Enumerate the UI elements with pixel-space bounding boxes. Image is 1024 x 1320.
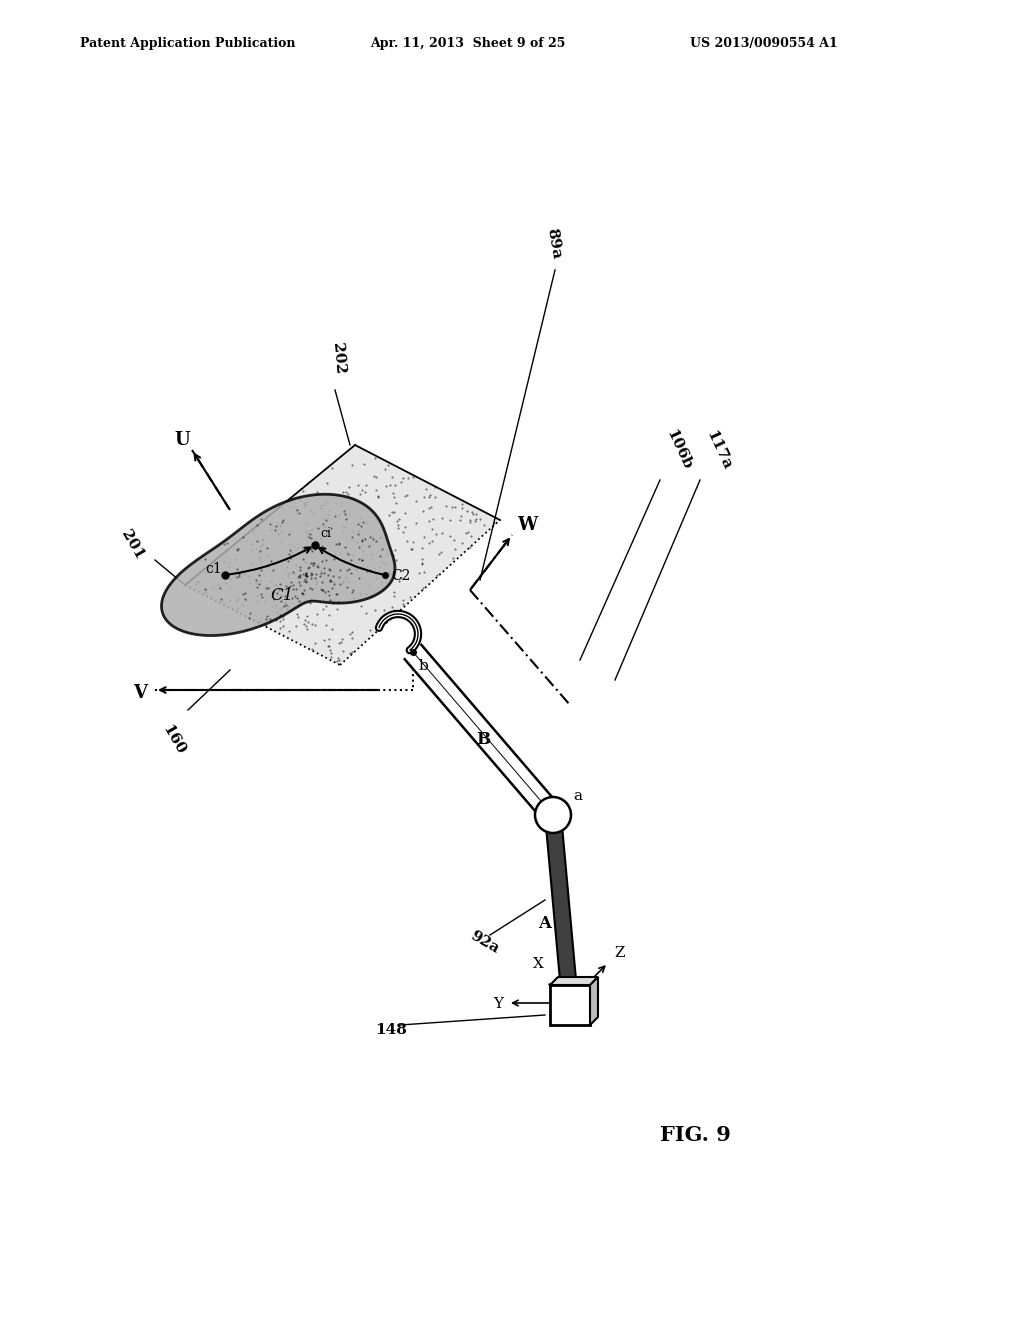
Text: C2: C2 [391, 569, 411, 583]
Text: 202: 202 [330, 342, 347, 375]
Text: W: W [517, 516, 538, 535]
Text: b: b [419, 659, 429, 673]
Text: B: B [476, 731, 490, 748]
Text: Apr. 11, 2013  Sheet 9 of 25: Apr. 11, 2013 Sheet 9 of 25 [370, 37, 565, 50]
Circle shape [535, 797, 571, 833]
Text: 92a: 92a [468, 928, 502, 956]
Text: US 2013/0090554 A1: US 2013/0090554 A1 [690, 37, 838, 50]
Text: 89a: 89a [545, 227, 563, 260]
Text: 148: 148 [375, 1023, 407, 1038]
Text: Z: Z [614, 946, 625, 960]
Text: 201: 201 [118, 528, 146, 562]
Text: 117a: 117a [703, 428, 733, 473]
Bar [550, 985, 590, 1026]
Text: Y: Y [493, 997, 503, 1011]
Text: 106b: 106b [663, 428, 693, 473]
Text: V: V [133, 684, 147, 702]
Text: FIG. 9: FIG. 9 [660, 1125, 731, 1144]
Text: ci: ci [319, 527, 331, 540]
Text: C1: C1 [270, 587, 293, 605]
Polygon shape [550, 977, 598, 985]
Text: 160: 160 [160, 722, 188, 756]
Text: X: X [534, 957, 544, 972]
Text: c1: c1 [205, 562, 222, 576]
Polygon shape [185, 445, 500, 665]
Text: A: A [538, 915, 551, 932]
Polygon shape [545, 814, 575, 981]
Polygon shape [590, 977, 598, 1026]
Polygon shape [162, 494, 395, 635]
Text: a: a [573, 789, 582, 803]
Polygon shape [404, 645, 561, 822]
Text: Patent Application Publication: Patent Application Publication [80, 37, 296, 50]
Text: U: U [174, 432, 189, 449]
